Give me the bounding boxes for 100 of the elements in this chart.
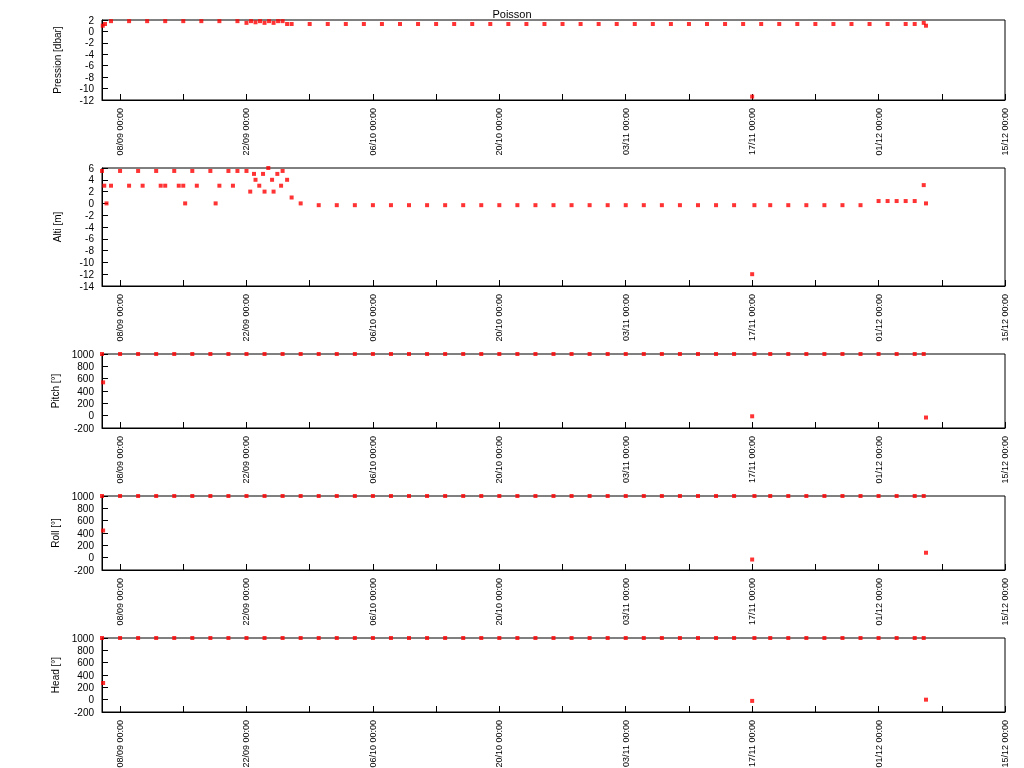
y-axis-title: Pitch [°] [50, 373, 62, 409]
point [885, 22, 890, 26]
point [677, 352, 682, 356]
y-tick-label: 2 [88, 186, 95, 198]
point [659, 494, 664, 498]
point [379, 22, 384, 26]
point [605, 352, 610, 356]
y-tick-label: 800 [77, 644, 95, 656]
point [894, 494, 899, 498]
y-tick-label: -10 [79, 83, 95, 95]
point [569, 636, 574, 640]
point [497, 494, 502, 498]
point [732, 636, 737, 640]
point [307, 22, 312, 26]
point [262, 494, 267, 498]
point [596, 22, 601, 26]
point [190, 636, 195, 640]
y-axis-title: Roll [°] [50, 518, 62, 548]
point [280, 19, 285, 24]
y-axis-title: Pression [dbar] [51, 26, 63, 94]
y-tick-label: 600 [77, 373, 95, 385]
x-tick-label: 06/10 00:00 [367, 578, 378, 626]
x-tick-label: 15/12 00:00 [1000, 720, 1010, 768]
point [587, 352, 592, 356]
point [623, 352, 628, 356]
x-tick-label: 20/10 00:00 [494, 720, 505, 768]
x-tick-label: 20/10 00:00 [494, 294, 505, 342]
point [786, 636, 791, 640]
point [867, 22, 872, 26]
point [470, 22, 475, 26]
point [750, 698, 755, 703]
point [316, 636, 321, 640]
point [551, 352, 556, 356]
y-tick-label: -4 [85, 48, 95, 60]
point [425, 352, 430, 356]
point [226, 636, 231, 640]
x-tick-label: 15/12 00:00 [1000, 578, 1010, 626]
point [172, 636, 177, 640]
point [118, 352, 123, 356]
y-axis-title: Alti [m] [51, 211, 63, 243]
x-tick-label: 20/10 00:00 [494, 436, 505, 484]
point [109, 19, 114, 24]
point [858, 636, 863, 640]
point [172, 352, 177, 356]
y-tick-label: 600 [77, 515, 95, 527]
point [650, 22, 655, 26]
x-tick-label: 03/11 00:00 [620, 108, 631, 155]
x-tick-label: 06/10 00:00 [367, 720, 378, 768]
y-tick-label: -12 [79, 94, 95, 106]
point [352, 352, 357, 356]
point [497, 636, 502, 640]
point [822, 494, 827, 498]
point [388, 494, 393, 498]
point [786, 352, 791, 356]
point [515, 352, 520, 356]
x-tick-label: 03/11 00:00 [620, 578, 631, 625]
point [822, 352, 827, 356]
x-tick-label: 22/09 00:00 [241, 436, 252, 484]
point [714, 494, 719, 498]
point [614, 22, 619, 26]
y-tick-label: 200 [77, 397, 95, 409]
y-tick-label: 6 [88, 162, 95, 174]
point [840, 352, 845, 356]
x-tick-label: 22/09 00:00 [241, 720, 252, 768]
point [154, 494, 159, 498]
point [397, 22, 402, 26]
point [623, 494, 628, 498]
y-tick-label: 0 [88, 694, 95, 706]
y-tick-label: 4 [88, 174, 95, 186]
point [443, 352, 448, 356]
point [461, 352, 466, 356]
point [208, 352, 213, 356]
point [777, 22, 782, 26]
point [876, 352, 881, 356]
point [217, 19, 222, 24]
point [118, 636, 123, 640]
point [461, 494, 466, 498]
point [849, 22, 854, 26]
point [533, 636, 538, 640]
x-tick-label: 17/11 00:00 [747, 578, 758, 625]
y-tick-label: 0 [88, 25, 95, 37]
point [298, 494, 303, 498]
point [569, 494, 574, 498]
y-tick-label: 2 [88, 14, 95, 26]
y-tick-label: -14 [79, 280, 95, 292]
x-tick-label: 15/12 00:00 [1000, 108, 1010, 156]
point [280, 636, 285, 640]
point [244, 494, 249, 498]
point [569, 352, 574, 356]
point [750, 557, 755, 562]
x-tick-label: 08/09 00:00 [115, 720, 126, 768]
point [461, 636, 466, 640]
x-tick-label: 08/09 00:00 [115, 578, 126, 626]
point [479, 636, 484, 640]
point [262, 636, 267, 640]
x-tick-label: 22/09 00:00 [241, 108, 252, 156]
x-tick-label: 17/11 00:00 [747, 294, 758, 341]
point [154, 352, 159, 356]
x-tick-label: 01/12 00:00 [873, 720, 884, 768]
y-tick-label: -200 [73, 706, 95, 718]
